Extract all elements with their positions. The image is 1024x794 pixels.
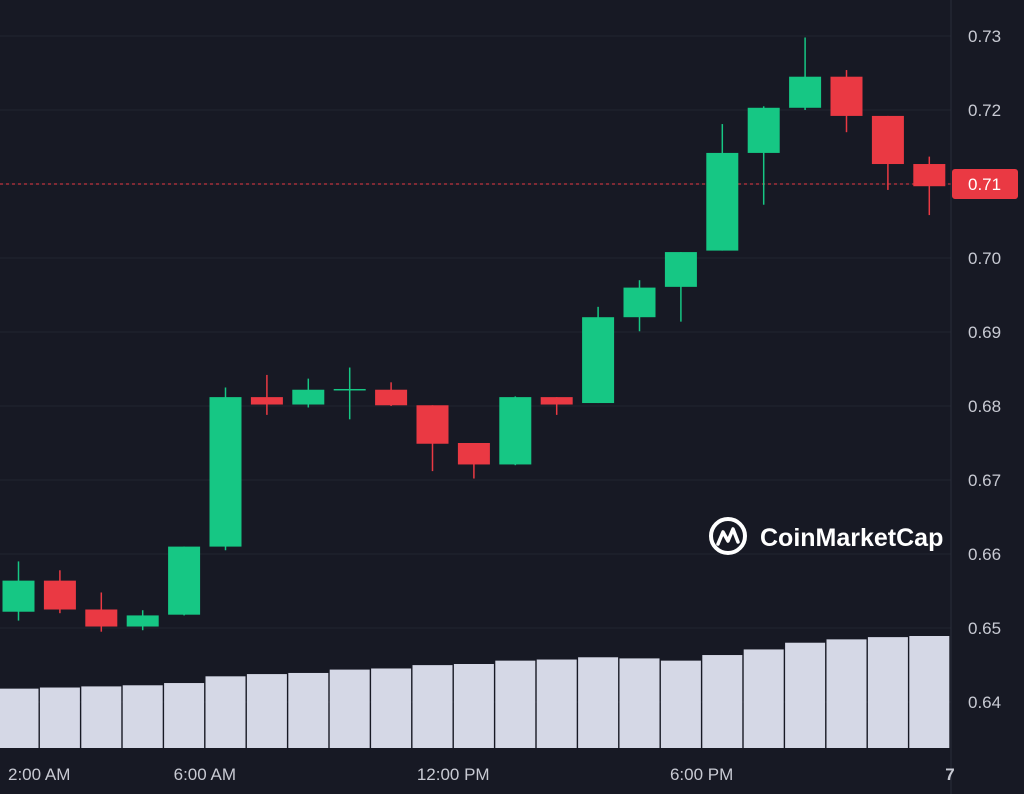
candle-body bbox=[499, 397, 532, 465]
candle-up bbox=[623, 280, 656, 332]
candle-body bbox=[2, 580, 35, 612]
coinmarketcap-logo-icon bbox=[709, 517, 747, 555]
candle-body bbox=[747, 107, 780, 153]
y-tick-label: 0.65 bbox=[968, 619, 1001, 638]
volume-bar bbox=[412, 665, 453, 748]
candle-down bbox=[540, 397, 573, 415]
volume-bar bbox=[495, 660, 536, 748]
y-tick-label: 0.64 bbox=[968, 693, 1001, 712]
volume-bar bbox=[246, 674, 287, 748]
coinmarketcap-watermark: CoinMarketCap bbox=[709, 517, 943, 555]
volume-bars bbox=[0, 636, 950, 748]
volume-bar bbox=[702, 655, 743, 748]
x-tick-label: 12:00 PM bbox=[417, 765, 490, 784]
candle-up bbox=[126, 610, 159, 631]
volume-bar bbox=[205, 676, 246, 748]
candle-body bbox=[457, 443, 490, 465]
candle-up bbox=[292, 378, 325, 408]
volume-bar bbox=[164, 683, 205, 748]
coinmarketcap-logo-wave bbox=[716, 527, 740, 546]
candle-down bbox=[457, 443, 490, 479]
y-tick-label: 0.70 bbox=[968, 249, 1001, 268]
candle-up bbox=[333, 367, 366, 420]
candle-body bbox=[664, 252, 697, 287]
candle-up bbox=[706, 124, 739, 251]
volume-bar bbox=[39, 687, 80, 748]
candle-down bbox=[43, 570, 76, 614]
candle-down bbox=[416, 405, 449, 472]
candle-body bbox=[168, 546, 201, 615]
candle-down bbox=[375, 382, 408, 406]
candle-body bbox=[789, 76, 822, 108]
volume-bar bbox=[785, 642, 826, 748]
volume-bar bbox=[743, 649, 784, 748]
candle-body bbox=[623, 287, 656, 318]
volume-bar bbox=[536, 659, 577, 748]
candle-up bbox=[209, 387, 242, 551]
candle-body bbox=[292, 389, 325, 405]
candle-down bbox=[250, 374, 283, 415]
volume-bar bbox=[122, 685, 163, 748]
candle-up bbox=[2, 561, 35, 621]
volume-bar bbox=[578, 657, 619, 748]
y-tick-label: 0.68 bbox=[968, 397, 1001, 416]
y-tick-label: 0.66 bbox=[968, 545, 1001, 564]
candle-body bbox=[871, 115, 904, 165]
volume-bar bbox=[81, 686, 122, 748]
y-tick-label: 0.67 bbox=[968, 471, 1001, 490]
volume-bar bbox=[826, 639, 867, 748]
y-axis-labels: 0.73 0.72 0.70 0.69 0.68 0.67 0.66 0.65 0.64 bbox=[968, 27, 1001, 712]
volume-bar bbox=[909, 636, 950, 748]
volume-bar bbox=[660, 660, 701, 748]
candle-down bbox=[913, 156, 946, 216]
candle-up bbox=[582, 306, 615, 404]
candle-body bbox=[582, 317, 615, 404]
x-tick-label: 6:00 AM bbox=[174, 765, 236, 784]
watermark-text: CoinMarketCap bbox=[760, 524, 943, 552]
candle-body bbox=[913, 164, 946, 187]
x-axis-labels: 2:00 AM 6:00 AM 12:00 PM 6:00 PM 7 bbox=[8, 765, 955, 784]
candle-body bbox=[209, 397, 242, 547]
candle-body bbox=[540, 397, 573, 405]
candle-down bbox=[85, 592, 118, 632]
candle-body bbox=[416, 405, 449, 444]
candle-up bbox=[789, 37, 822, 110]
y-tick-label: 0.72 bbox=[968, 101, 1001, 120]
current-price-tag: 0.71 bbox=[952, 169, 1018, 199]
x-tick-label: 2:00 AM bbox=[8, 765, 70, 784]
candle-down bbox=[830, 70, 863, 133]
candle-up bbox=[168, 546, 201, 616]
candle-body bbox=[830, 76, 863, 116]
candle-down bbox=[871, 115, 904, 190]
volume-bar bbox=[867, 637, 908, 748]
candle-up bbox=[499, 396, 532, 466]
volume-bar bbox=[619, 658, 660, 748]
current-price-tag-background bbox=[952, 169, 1018, 199]
candle-body bbox=[43, 580, 76, 610]
y-tick-label: 0.73 bbox=[968, 27, 1001, 46]
y-tick-label: 0.69 bbox=[968, 323, 1001, 342]
candles bbox=[2, 37, 946, 632]
candle-up bbox=[747, 106, 780, 205]
x-tick-label: 6:00 PM bbox=[670, 765, 733, 784]
candle-body bbox=[126, 615, 159, 627]
volume-bar bbox=[329, 669, 370, 748]
candle-body bbox=[706, 152, 739, 251]
volume-bar bbox=[371, 668, 412, 748]
candle-body bbox=[375, 389, 408, 406]
volume-bar bbox=[0, 688, 39, 748]
x-tick-label: 7 bbox=[945, 765, 954, 784]
volume-bar bbox=[453, 664, 494, 748]
candle-body bbox=[85, 609, 118, 627]
current-price-tag-label: 0.71 bbox=[968, 175, 1001, 194]
candle-body bbox=[250, 397, 283, 405]
candle-body bbox=[333, 388, 366, 391]
candle-up bbox=[664, 252, 697, 322]
volume-bar bbox=[288, 672, 329, 748]
